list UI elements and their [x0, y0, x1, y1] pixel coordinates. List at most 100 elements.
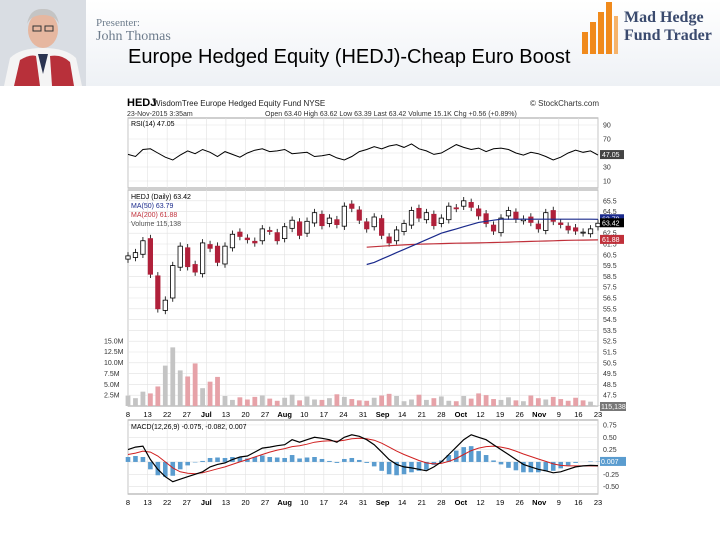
macd-last-value: 0.007	[601, 459, 619, 466]
candle-body	[438, 217, 444, 224]
candle-body	[371, 216, 377, 228]
volume-bar	[207, 381, 213, 406]
macd-histogram-bar	[521, 461, 526, 473]
price-tick-label: 62.5	[603, 231, 617, 238]
volume-bar	[312, 399, 317, 406]
x-axis-label: 17	[320, 410, 328, 419]
x-axis-label-bottom: Aug	[277, 498, 292, 507]
macd-histogram-bar	[356, 459, 362, 462]
macd-tick-label: -0.50	[603, 484, 619, 491]
price-tick-label: 53.5	[603, 328, 617, 335]
macd-histogram-bar	[416, 461, 422, 471]
x-axis-label-bottom: 8	[126, 498, 130, 507]
macd-histogram-bar	[215, 457, 220, 462]
volume-bar	[237, 397, 243, 406]
x-axis-label: 19	[496, 410, 504, 419]
macd-histogram-bar	[565, 461, 571, 466]
macd-histogram-bar	[491, 460, 496, 462]
candle-body	[513, 211, 519, 220]
x-axis-label: 23	[594, 410, 602, 419]
candle-body	[304, 220, 310, 234]
volume-bar	[230, 399, 235, 406]
candle-body	[229, 233, 236, 249]
macd-tick-label: 0.25	[603, 447, 617, 454]
volume-bar	[543, 399, 549, 406]
x-axis-label-bottom: 24	[339, 498, 347, 507]
candle-body	[595, 222, 601, 228]
macd-histogram-bar	[334, 461, 340, 463]
macd-histogram-bar	[274, 457, 280, 462]
candle-body	[408, 210, 415, 226]
price-tick-label: 60.5	[603, 252, 617, 259]
x-axis-label-bottom: 13	[143, 498, 151, 507]
macd-tick-label: -0.25	[603, 472, 619, 479]
macd-tick-label: 0.50	[603, 435, 617, 442]
x-axis-label-bottom: 27	[183, 498, 191, 507]
macd-histogram-bar	[319, 458, 325, 462]
candle-body	[177, 245, 183, 268]
volume-bar	[155, 386, 161, 406]
volume-bar	[513, 400, 519, 406]
x-axis-label-bottom: 20	[241, 498, 249, 507]
volume-tick-label: 5.0M	[104, 382, 120, 389]
macd-histogram-bar	[267, 457, 273, 462]
price-tick-label: 50.5	[603, 360, 617, 367]
x-axis-label: 24	[339, 410, 347, 419]
macd-histogram-bar	[140, 457, 146, 462]
volume-bar	[356, 400, 362, 406]
x-axis-label: 13	[143, 410, 151, 419]
macd-histogram-bar	[148, 461, 153, 470]
macd-histogram-bar	[573, 461, 578, 463]
price-label: HEDJ (Daily) 63.42	[131, 194, 191, 201]
x-axis-label-bottom: 13	[222, 498, 230, 507]
candle-body	[192, 264, 198, 273]
candle-body	[431, 213, 437, 227]
volume-bar	[222, 396, 228, 406]
volume-bar	[371, 397, 377, 406]
price-tick-label: 48.5	[603, 382, 617, 389]
candle-body	[207, 244, 213, 249]
volume-bar	[185, 376, 191, 406]
volume-tick-label: 10.0M	[104, 360, 124, 367]
volume-bar	[304, 396, 310, 406]
candle-body	[401, 223, 407, 232]
volume-bar	[282, 397, 288, 406]
volume-bar	[401, 401, 407, 406]
volume-bar	[259, 395, 265, 406]
x-axis-label: 12	[476, 410, 484, 419]
candle-body	[252, 240, 258, 244]
x-axis-label-bottom: 12	[476, 498, 484, 507]
candle-body	[282, 226, 288, 240]
macd-histogram-bar	[379, 461, 384, 471]
ma50-line	[366, 218, 599, 266]
volume-bar	[535, 398, 541, 406]
x-axis-label: 28	[437, 410, 445, 419]
price-tick-label: 55.5	[603, 306, 617, 313]
candle-body	[244, 237, 250, 241]
macd-histogram-bar	[200, 460, 205, 462]
candle-body	[543, 212, 549, 231]
chart-source: © StockCharts.com	[530, 99, 599, 108]
candle-body	[200, 242, 206, 275]
x-axis-label: 26	[515, 410, 523, 419]
macd-histogram-bar	[446, 455, 452, 462]
price-tick-label: 57.5	[603, 285, 617, 292]
ma200-line	[366, 239, 599, 248]
x-axis-label-bottom: 27	[261, 498, 269, 507]
macd-histogram-bar	[222, 457, 228, 462]
volume-bar	[461, 396, 467, 406]
x-axis-label: 31	[359, 410, 367, 419]
candle-body	[550, 210, 556, 222]
x-axis-label: 10	[300, 410, 308, 419]
chart-fund-name: WisdomTree Europe Hedged Equity Fund NYS…	[153, 99, 325, 108]
macd-histogram-bar	[177, 461, 183, 470]
macd-histogram-bar	[409, 461, 414, 473]
volume-tick-label: 15.0M	[104, 338, 124, 345]
volume-bar	[483, 395, 489, 406]
volume-label: Volume 115,138	[131, 221, 181, 228]
candle-body	[535, 223, 541, 230]
x-axis-label-bottom: Sep	[376, 498, 390, 507]
macd-histogram-bar	[371, 461, 377, 467]
chart-date: 23-Nov-2015 3:35am	[127, 111, 193, 118]
x-axis-label-bottom: Nov	[532, 498, 547, 507]
